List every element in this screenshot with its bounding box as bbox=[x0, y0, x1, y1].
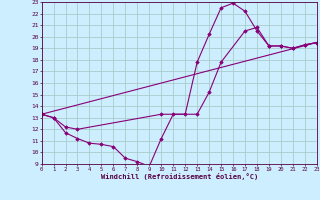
X-axis label: Windchill (Refroidissement éolien,°C): Windchill (Refroidissement éolien,°C) bbox=[100, 173, 258, 180]
